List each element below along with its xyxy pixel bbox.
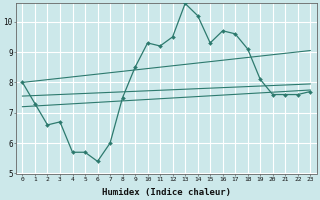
X-axis label: Humidex (Indice chaleur): Humidex (Indice chaleur) bbox=[102, 188, 231, 197]
